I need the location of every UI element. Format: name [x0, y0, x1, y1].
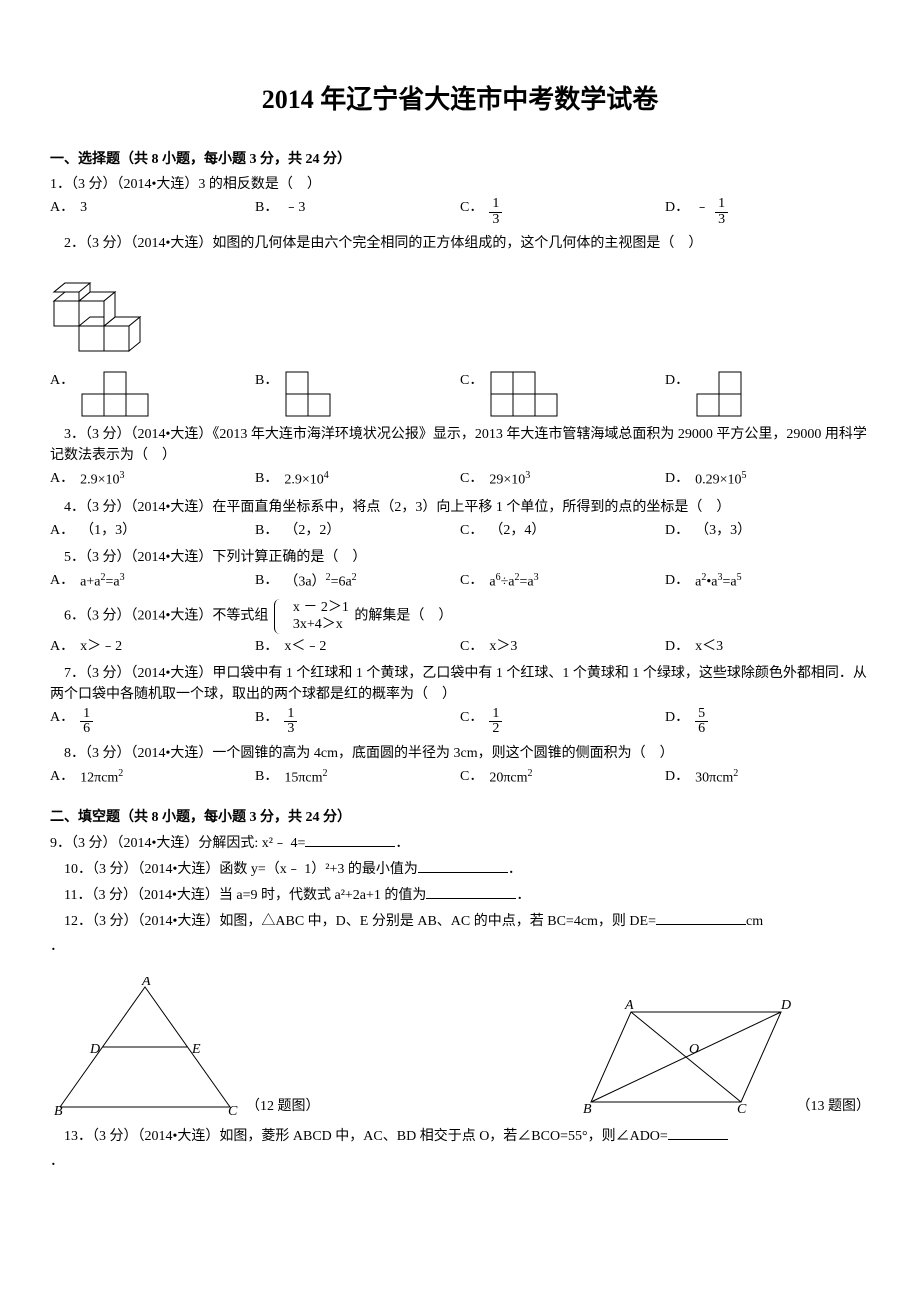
q5-B-expr: （3a）2=6a2	[284, 570, 356, 593]
question-7: 7．（3 分）（2014•大连）甲口袋中有 1 个红球和 1 个黄球，乙口袋中有…	[50, 663, 870, 705]
q1-option-D: D．﹣13	[665, 197, 870, 227]
figure-row: A D E B C （12 题图） A D B C O （13 题图	[50, 977, 870, 1117]
q7-option-B: B．13	[255, 707, 460, 737]
q8-option-B: B．15πcm2	[255, 766, 460, 789]
question-9: 9．（3 分）（2014•大连）分解因式: x²﹣ 4=．	[50, 832, 870, 854]
question-1: 1．（3 分）（2014•大连）3 的相反数是（ ）	[50, 174, 870, 195]
q7-options: A．16 B．13 C．12 D．56	[50, 707, 870, 737]
q2-option-B: B．	[255, 370, 460, 418]
q5-C-expr: a6÷a2=a3	[489, 570, 538, 593]
q3-option-A: A．2.9×103	[50, 468, 255, 491]
q1-option-B: B．﹣3	[255, 197, 460, 227]
svg-text:E: E	[191, 1042, 201, 1057]
q1-options: A．3 B．﹣3 C．13 D．﹣13	[50, 197, 870, 227]
q4-option-A: A．（1，3）	[50, 520, 255, 541]
q2-options: A． B． C． D．	[50, 370, 870, 418]
q8-option-A: A．12πcm2	[50, 766, 255, 789]
q8-option-C: C．20πcm2	[460, 766, 665, 789]
figure-13: A D B C O （13 题图）	[581, 997, 871, 1117]
q5-option-D: D．a2•a3=a5	[665, 570, 870, 593]
blank	[418, 858, 508, 873]
q2-option-A: A．	[50, 370, 255, 418]
svg-text:D: D	[780, 998, 791, 1013]
svg-text:A: A	[624, 998, 634, 1013]
q8-option-D: D．30πcm2	[665, 766, 870, 789]
q5-option-B: B．（3a）2=6a2	[255, 570, 460, 593]
question-13: 13．（3 分）（2014•大连）如图，菱形 ABCD 中，AC、BD 相交于点…	[50, 1125, 870, 1147]
question-4: 4．（3 分）（2014•大连）在平面直角坐标系中，将点（2，3）向上平移 1 …	[50, 497, 870, 518]
q5-option-A: A．a+a2=a3	[50, 570, 255, 593]
q6-option-C: C．x＞3	[460, 636, 665, 657]
q7-option-A: A．16	[50, 707, 255, 737]
q6-options: A．x＞﹣2 B．x＜﹣2 C．x＞3 D．x＜3	[50, 636, 870, 657]
q1-option-A: A．3	[50, 197, 255, 227]
question-5: 5．（3 分）（2014•大连）下列计算正确的是（ ）	[50, 547, 870, 568]
q5-option-C: C．a6÷a2=a3	[460, 570, 665, 593]
section2-heading: 二、填空题（共 8 小题，每小题 3 分，共 24 分）	[50, 807, 870, 828]
svg-text:B: B	[583, 1102, 592, 1117]
svg-text:A: A	[141, 977, 151, 989]
blank	[305, 832, 395, 847]
question-8: 8．（3 分）（2014•大连）一个圆锥的高为 4cm，底面圆的半径为 3cm，…	[50, 743, 870, 764]
question-11: 11．（3 分）（2014•大连）当 a=9 时，代数式 a²+2a+1 的值为…	[50, 884, 870, 906]
question-10: 10．（3 分）（2014•大连）函数 y=（x﹣ 1）²+3 的最小值为．	[50, 858, 870, 880]
section1-heading: 一、选择题（共 8 小题，每小题 3 分，共 24 分）	[50, 149, 870, 170]
question-3: 3．（3 分）（2014•大连）《2013 年大连市海洋环境状况公报》显示，20…	[50, 424, 870, 466]
blank	[426, 884, 516, 899]
q2-option-C: C．	[460, 370, 665, 418]
svg-text:D: D	[89, 1042, 100, 1057]
q13-tail-period: ．	[50, 1151, 870, 1172]
question-2: 2．（3 分）（2014•大连）如图的几何体是由六个完全相同的正方体组成的，这个…	[50, 233, 870, 254]
q6-option-A: A．x＞﹣2	[50, 636, 255, 657]
q7-option-D: D．56	[665, 707, 870, 737]
q3-option-B: B．2.9×104	[255, 468, 460, 491]
question-6: 6．（3 分）（2014•大连）不等式组 x － 2＞1 3x+4＞x 的解集是…	[50, 599, 870, 634]
blank	[656, 910, 746, 925]
q6-option-D: D．x＜3	[665, 636, 870, 657]
svg-text:C: C	[228, 1104, 238, 1117]
q6-option-B: B．x＜﹣2	[255, 636, 460, 657]
svg-text:C: C	[737, 1102, 747, 1117]
q4-options: A．（1，3） B．（2，2） C．（2，4） D．（3，3）	[50, 520, 870, 541]
q4-option-D: D．（3，3）	[665, 520, 870, 541]
q3-option-D: D．0.29×105	[665, 468, 870, 491]
blank	[668, 1125, 728, 1140]
q1-option-C: C．13	[460, 197, 665, 227]
page-title: 2014 年辽宁省大连市中考数学试卷	[50, 80, 870, 119]
q3-option-C: C．29×103	[460, 468, 665, 491]
svg-text:O: O	[689, 1042, 699, 1057]
q12-tail-period: ．	[50, 936, 870, 957]
q5-options: A．a+a2=a3 B．（3a）2=6a2 C．a6÷a2=a3 D．a2•a3…	[50, 570, 870, 593]
q2-option-D: D．	[665, 370, 870, 418]
q2-solid-figure	[50, 268, 870, 360]
figure-12: A D E B C （12 题图）	[50, 977, 320, 1117]
fig13-caption: （13 题图）	[797, 1096, 871, 1117]
q4-option-B: B．（2，2）	[255, 520, 460, 541]
svg-text:B: B	[54, 1104, 63, 1117]
q7-option-C: C．12	[460, 707, 665, 737]
q5-A-expr: a+a2=a3	[80, 570, 124, 593]
q4-option-C: C．（2，4）	[460, 520, 665, 541]
system-brace: x － 2＞1 3x+4＞x	[274, 599, 349, 634]
q5-D-expr: a2•a3=a5	[695, 570, 741, 593]
q3-options: A．2.9×103 B．2.9×104 C．29×103 D．0.29×105	[50, 468, 870, 491]
q8-options: A．12πcm2 B．15πcm2 C．20πcm2 D．30πcm2	[50, 766, 870, 789]
fig12-caption: （12 题图）	[246, 1096, 320, 1117]
question-12: 12．（3 分）（2014•大连）如图，△ABC 中，D、E 分别是 AB、AC…	[50, 910, 870, 932]
